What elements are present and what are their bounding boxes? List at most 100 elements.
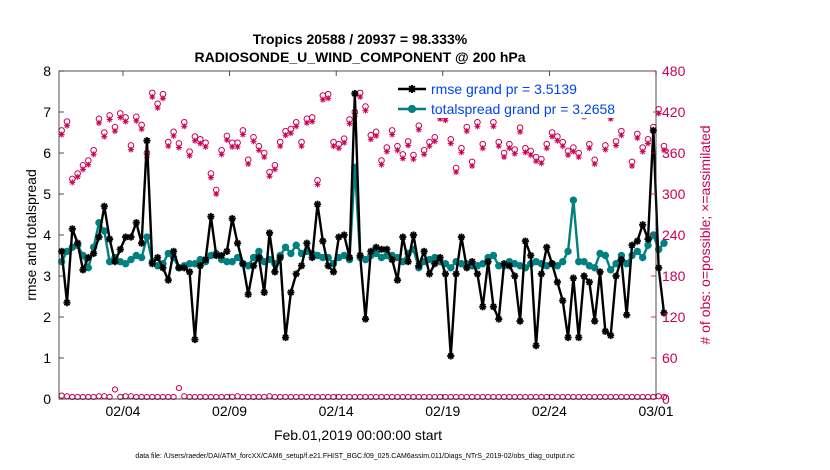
obs-assimilated-point	[95, 119, 102, 126]
rmse-point	[228, 215, 236, 223]
obs-assimilated-point	[149, 93, 156, 100]
obs-assimilated-point	[399, 155, 406, 162]
obs-assimilated-point	[373, 132, 380, 139]
obs-assimilated-point	[490, 123, 497, 130]
spread-point	[281, 243, 290, 252]
legend-spread-marker	[407, 104, 417, 114]
rmse-point	[196, 262, 204, 270]
y-tick-label: 7	[43, 104, 51, 120]
obs-assimilated-point	[282, 132, 289, 139]
x-axis-label: Feb.01,2019 00:00:00 start	[274, 427, 442, 443]
obs-assimilated-point	[63, 122, 70, 129]
rmse-point	[521, 237, 530, 245]
rmse-point	[276, 253, 284, 262]
rmse-point	[633, 237, 641, 245]
spread-point	[606, 266, 615, 274]
obs-assimilated-point	[479, 145, 486, 152]
obs-assimilated-point	[591, 160, 598, 167]
obs-assimilated-point	[122, 118, 129, 125]
obs-assimilated-point	[463, 128, 470, 135]
obs-assimilated-point	[378, 161, 385, 168]
y2-tick-label: 60	[662, 350, 678, 366]
rmse-point	[399, 233, 407, 241]
y2-tick-label: 360	[662, 145, 686, 161]
rmse-point	[63, 299, 71, 307]
rmse-point	[569, 274, 577, 282]
y2-tick-label: 300	[662, 186, 686, 202]
spread-point	[292, 241, 300, 249]
rmse-point	[138, 239, 146, 247]
obs-assimilated-point	[501, 154, 508, 161]
rmse-point	[420, 247, 428, 255]
legend-box	[394, 76, 653, 118]
obs-assimilated-point	[549, 133, 556, 140]
obs-assimilated-point	[410, 156, 417, 163]
rmse-point	[287, 288, 295, 296]
rmse-point	[127, 233, 135, 241]
obs-assimilated-point	[271, 166, 278, 173]
obs-assimilated-point	[495, 143, 502, 150]
rmse-point	[271, 268, 279, 276]
obs-assimilated-point	[186, 152, 193, 159]
y-tick-label: 1	[43, 350, 51, 366]
obs-assimilated-point	[634, 134, 641, 141]
obs-assimilated-point	[506, 145, 513, 152]
x-tick-label: 02/14	[319, 403, 354, 419]
rmse-point	[660, 309, 668, 317]
obs-assimilated-point	[154, 104, 161, 111]
spread-point	[644, 241, 652, 249]
rmse-point	[479, 303, 487, 311]
rmse-point	[559, 297, 567, 305]
obs-assimilated-point	[309, 118, 316, 125]
spread-point	[137, 253, 146, 262]
rmse-point	[159, 264, 167, 272]
rmse-point	[484, 258, 492, 266]
rmse-point	[84, 253, 92, 262]
rmse-point	[644, 235, 652, 243]
y2-axis-label: # of obs: o=possible; ×=assimilated	[697, 125, 713, 344]
obs-assimilated-point	[74, 173, 81, 180]
obs-assimilated-point	[629, 162, 636, 169]
obs-rejected-point	[111, 386, 119, 393]
obs-assimilated-point	[197, 140, 204, 147]
rmse-point	[148, 260, 156, 268]
rmse-point	[516, 317, 524, 325]
rmse-point	[356, 251, 364, 260]
rmse-point	[308, 253, 316, 262]
rmse-point	[447, 352, 455, 360]
spread-point	[591, 264, 599, 272]
obs-assimilated-point	[106, 116, 113, 123]
obs-assimilated-point	[101, 133, 108, 140]
obs-assimilated-point	[415, 126, 422, 133]
y2-tick-label: 180	[662, 268, 686, 284]
rmse-point	[340, 231, 348, 239]
obs-assimilated-point	[389, 131, 396, 138]
rmse-point	[239, 260, 247, 268]
rmse-point	[639, 221, 647, 229]
rmse-point	[628, 241, 636, 249]
x-tick-label: 02/04	[105, 403, 140, 419]
rmse-point	[249, 262, 258, 270]
rmse-point	[473, 270, 482, 278]
obs-assimilated-point	[447, 140, 454, 147]
obs-assimilated-point	[303, 119, 310, 126]
obs-assimilated-point	[639, 148, 646, 155]
spread-point	[660, 239, 668, 247]
rmse-point	[495, 315, 503, 323]
rmse-point	[367, 247, 375, 255]
spread-point	[228, 257, 236, 266]
obs-assimilated-point	[170, 132, 177, 139]
rmse-point	[111, 258, 119, 266]
rmse-point	[100, 202, 108, 210]
rmse-point	[207, 212, 215, 221]
rmse-point	[489, 303, 498, 311]
rmse-point	[79, 266, 87, 274]
spread-point	[569, 196, 578, 204]
rmse-point	[265, 229, 274, 237]
rmse-point	[345, 253, 354, 262]
obs-assimilated-point	[533, 158, 540, 165]
rmse-point	[90, 249, 98, 258]
rmse-point	[185, 268, 194, 276]
y2-tick-label: 420	[662, 104, 686, 120]
obs-assimilated-point	[511, 150, 518, 157]
